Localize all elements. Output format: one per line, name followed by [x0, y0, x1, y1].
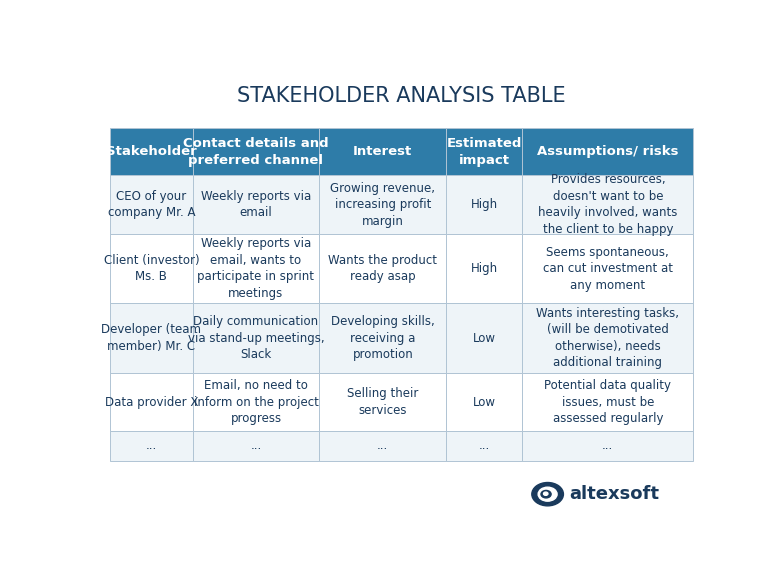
Text: Data provider X: Data provider X — [105, 396, 198, 409]
Text: Provides resources,
doesn't want to be
heavily involved, wants
the client to be : Provides resources, doesn't want to be h… — [538, 173, 677, 236]
FancyBboxPatch shape — [522, 128, 693, 175]
Text: Low: Low — [473, 332, 495, 345]
FancyBboxPatch shape — [110, 128, 193, 175]
Text: Developing skills,
receiving a
promotion: Developing skills, receiving a promotion — [331, 315, 434, 361]
FancyBboxPatch shape — [193, 128, 319, 175]
FancyBboxPatch shape — [446, 175, 522, 234]
FancyBboxPatch shape — [522, 234, 693, 303]
FancyBboxPatch shape — [319, 431, 446, 461]
Circle shape — [541, 490, 551, 498]
Text: High: High — [470, 262, 498, 275]
FancyBboxPatch shape — [446, 431, 522, 461]
Text: Contact details and
preferred channel: Contact details and preferred channel — [183, 137, 328, 167]
Text: Wants the product
ready asap: Wants the product ready asap — [328, 254, 437, 283]
Text: Potential data quality
issues, must be
assessed regularly: Potential data quality issues, must be a… — [544, 379, 671, 425]
Text: Email, no need to
inform on the project
progress: Email, no need to inform on the project … — [194, 379, 318, 425]
FancyBboxPatch shape — [446, 234, 522, 303]
Text: STAKEHOLDER ANALYSIS TABLE: STAKEHOLDER ANALYSIS TABLE — [238, 86, 566, 106]
Text: altexsoft: altexsoft — [569, 485, 659, 503]
Text: Weekly reports via
email, wants to
participate in sprint
meetings: Weekly reports via email, wants to parti… — [198, 237, 314, 300]
FancyBboxPatch shape — [110, 303, 193, 373]
Circle shape — [543, 492, 548, 496]
FancyBboxPatch shape — [193, 373, 319, 431]
FancyBboxPatch shape — [446, 128, 522, 175]
FancyBboxPatch shape — [193, 303, 319, 373]
FancyBboxPatch shape — [522, 303, 693, 373]
Text: High: High — [470, 198, 498, 211]
Text: Selling their
services: Selling their services — [347, 387, 419, 417]
Text: Daily communication
via stand-up meetings,
Slack: Daily communication via stand-up meeting… — [187, 315, 325, 361]
Text: Developer (team
member) Mr. C: Developer (team member) Mr. C — [101, 324, 201, 353]
Circle shape — [538, 487, 557, 501]
FancyBboxPatch shape — [319, 234, 446, 303]
Text: Weekly reports via
email: Weekly reports via email — [201, 190, 311, 219]
Text: ...: ... — [377, 440, 388, 452]
FancyBboxPatch shape — [193, 234, 319, 303]
Text: ...: ... — [602, 440, 614, 452]
FancyBboxPatch shape — [110, 175, 193, 234]
FancyBboxPatch shape — [193, 175, 319, 234]
FancyBboxPatch shape — [319, 128, 446, 175]
Text: Assumptions/ risks: Assumptions/ risks — [537, 145, 679, 159]
Text: Client (investor)
Ms. B: Client (investor) Ms. B — [103, 254, 199, 283]
Circle shape — [532, 483, 564, 506]
FancyBboxPatch shape — [522, 431, 693, 461]
FancyBboxPatch shape — [110, 431, 193, 461]
Text: Stakeholder: Stakeholder — [106, 145, 197, 159]
Text: Interest: Interest — [353, 145, 412, 159]
Text: CEO of your
company Mr. A: CEO of your company Mr. A — [107, 190, 195, 219]
Text: ...: ... — [250, 440, 262, 452]
FancyBboxPatch shape — [110, 234, 193, 303]
Text: Seems spontaneous,
can cut investment at
any moment: Seems spontaneous, can cut investment at… — [543, 245, 673, 292]
FancyBboxPatch shape — [446, 373, 522, 431]
FancyBboxPatch shape — [319, 175, 446, 234]
FancyBboxPatch shape — [110, 373, 193, 431]
Text: ...: ... — [146, 440, 157, 452]
Text: Wants interesting tasks,
(will be demotivated
otherwise), needs
additional train: Wants interesting tasks, (will be demoti… — [536, 307, 680, 370]
FancyBboxPatch shape — [193, 431, 319, 461]
Text: ...: ... — [478, 440, 490, 452]
FancyBboxPatch shape — [319, 373, 446, 431]
Text: Low: Low — [473, 396, 495, 409]
FancyBboxPatch shape — [522, 175, 693, 234]
Text: Growing revenue,
increasing profit
margin: Growing revenue, increasing profit margi… — [330, 182, 435, 227]
Text: Estimated
impact: Estimated impact — [447, 137, 522, 167]
FancyBboxPatch shape — [319, 303, 446, 373]
FancyBboxPatch shape — [522, 373, 693, 431]
FancyBboxPatch shape — [446, 303, 522, 373]
